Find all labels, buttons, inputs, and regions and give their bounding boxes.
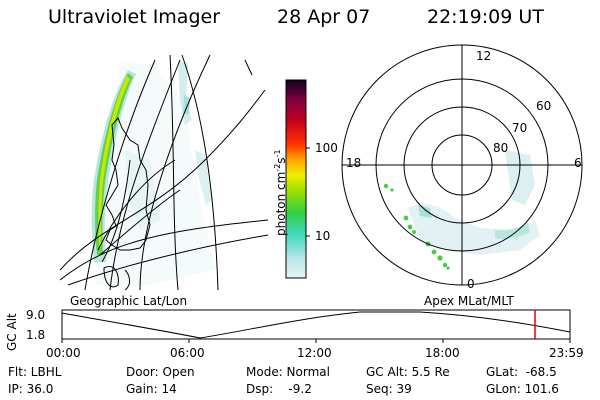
colorbar-tick-10: 10 <box>315 229 331 243</box>
xtick-2359: 23:59 <box>549 346 584 360</box>
geographic-panel <box>59 54 268 290</box>
ytick-9: 9.0 <box>26 308 46 322</box>
geographic-panel-label: Geographic Lat/Lon <box>70 294 188 308</box>
xtick-0000: 00:00 <box>46 346 81 360</box>
info-gain: Gain: 14 <box>126 382 177 396</box>
unit-seconds: s <box>274 157 288 164</box>
info-mode: Mode: Normal <box>246 365 330 379</box>
xtick-1200: 12:00 <box>297 346 332 360</box>
timeline-plot <box>61 309 571 343</box>
polar-plot <box>341 44 583 286</box>
info-dsp: Dsp: -9.2 <box>246 382 312 396</box>
ytick-1-8: 1.8 <box>26 328 46 342</box>
info-door: Door: Open <box>126 365 195 379</box>
apex-panel-label: Apex MLat/MLT <box>424 294 514 308</box>
mlt-label-6: 6 <box>574 156 582 170</box>
mlt-label-18: 18 <box>346 156 362 170</box>
lat-label-80: 80 <box>493 141 509 155</box>
info-glat: GLat: -68.5 <box>486 365 557 379</box>
unit-base: photon cm <box>274 171 288 236</box>
lat-label-60: 60 <box>536 99 552 113</box>
lat-label-70: 70 <box>512 121 528 135</box>
info-flt: Flt: LBHL <box>8 365 62 379</box>
colorbar-tick-100: 100 <box>315 141 338 155</box>
timeline-ylabel: GC Alt <box>5 313 19 351</box>
info-ip: IP: 36.0 <box>8 382 54 396</box>
unit-exp-s: -1 <box>273 149 282 158</box>
xtick-0600: 06:00 <box>170 346 205 360</box>
colorbar <box>285 79 307 279</box>
xtick-1800: 18:00 <box>425 346 460 360</box>
time-label: 22:19:09 UT <box>427 6 544 28</box>
app-title: Ultraviolet Imager <box>48 6 221 28</box>
unit-exp-cm: -2 <box>273 163 282 172</box>
info-glon: GLon: 101.6 <box>486 382 559 396</box>
date-label: 28 Apr 07 <box>277 6 371 28</box>
info-gcalt: GC Alt: 5.5 Re <box>366 365 450 379</box>
mlt-label-0: 0 <box>467 277 475 291</box>
colorbar-unit-label: photon cm-2s-1 <box>273 149 288 236</box>
mlt-label-12: 12 <box>476 49 492 63</box>
info-seq: Seq: 39 <box>366 382 412 396</box>
